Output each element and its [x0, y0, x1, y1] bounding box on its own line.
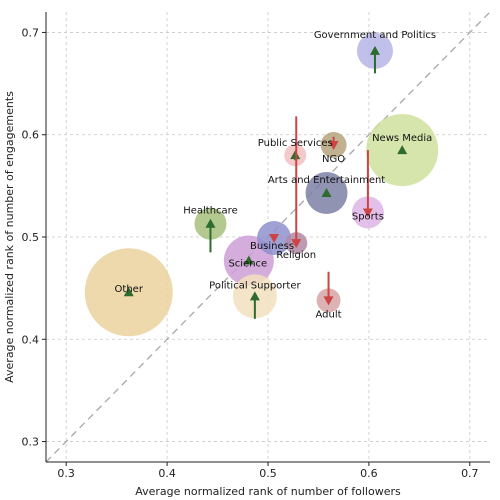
label-sports: Sports	[352, 211, 384, 222]
arrow-head-religion	[291, 239, 302, 249]
arrow-head-arts-and-entertainment	[321, 188, 332, 198]
label-arts-and-entertainment: Arts and Entertainment	[268, 175, 385, 186]
arrow-head-science	[243, 255, 254, 265]
x-tick-label: 0.7	[461, 467, 479, 480]
x-tick-label: 0.6	[360, 467, 378, 480]
arrow-head-business	[269, 234, 280, 244]
label-news-media: News Media	[372, 133, 432, 144]
arrow-head-political-supporter	[249, 291, 260, 301]
y-axis-title: Average normalized rank of number of eng…	[3, 91, 16, 383]
arrow-head-sports	[362, 208, 373, 218]
arrow-head-healthcare	[205, 218, 216, 228]
label-government-and-politics: Government and Politics	[314, 30, 436, 41]
y-tick-label: 0.3	[22, 436, 40, 449]
arrow-head-adult	[323, 296, 334, 306]
y-tick-label: 0.4	[22, 333, 40, 346]
plot-area	[84, 32, 439, 337]
arrow-head-other	[123, 287, 134, 297]
arrow-head-ngo	[328, 140, 339, 150]
arrow-head-news-media	[397, 145, 408, 155]
x-tick-label: 0.4	[158, 467, 176, 480]
label-healthcare: Healthcare	[183, 206, 238, 217]
label-adult: Adult	[316, 309, 342, 320]
label-other: Other	[115, 284, 144, 295]
x-tick-label: 0.3	[57, 467, 75, 480]
x-tick-label: 0.5	[259, 467, 277, 480]
label-religion: Religion	[276, 250, 316, 261]
y-tick-label: 0.7	[22, 26, 40, 39]
label-science: Science	[228, 259, 267, 270]
label-business: Business	[250, 241, 294, 252]
label-political-supporter: Political Supporter	[209, 280, 301, 291]
y-tick-label: 0.5	[22, 231, 40, 244]
label-ngo: NGO	[322, 154, 345, 165]
y-tick-label: 0.6	[22, 129, 40, 142]
arrow-head-public-services	[290, 150, 301, 160]
label-public-services: Public Services	[258, 138, 333, 149]
arrow-head-government-and-politics	[369, 45, 380, 55]
x-axis-title: Average normalized rank of number of fol…	[135, 485, 401, 498]
